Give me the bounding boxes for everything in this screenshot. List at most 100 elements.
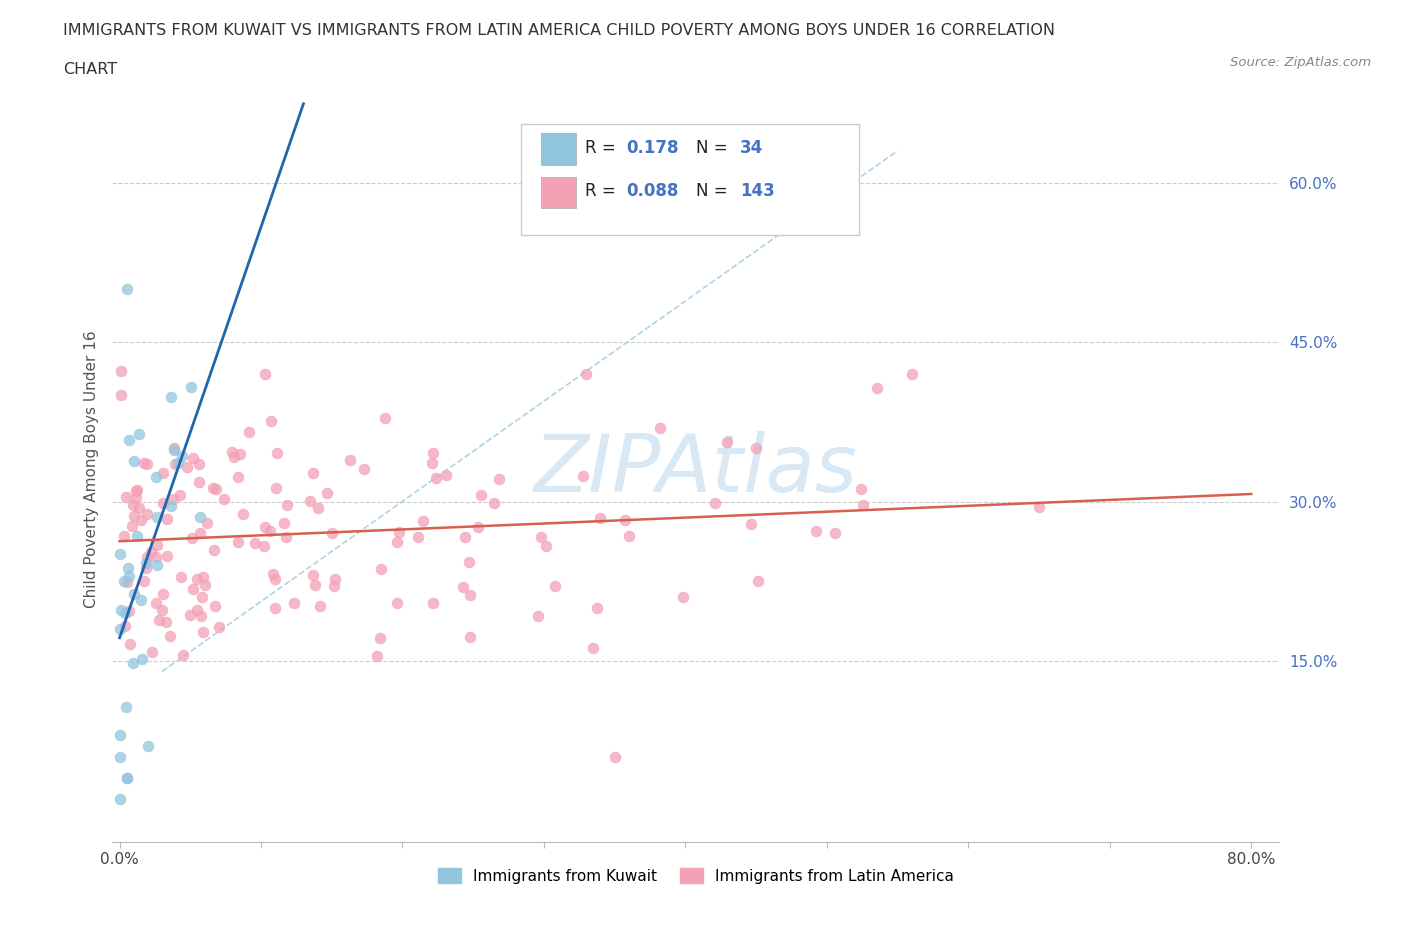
Point <box>212 492 235 507</box>
Point <box>824 525 846 540</box>
Point <box>180 379 202 394</box>
Point <box>122 656 145 671</box>
Point <box>370 562 392 577</box>
Text: ZIPAtlas: ZIPAtlas <box>534 431 858 509</box>
Point <box>152 465 174 480</box>
Point <box>254 520 277 535</box>
Point <box>191 624 214 639</box>
Point <box>470 487 492 502</box>
FancyBboxPatch shape <box>541 133 576 165</box>
Point <box>283 595 305 610</box>
Point <box>187 457 209 472</box>
Point <box>160 390 183 405</box>
Point <box>122 509 145 524</box>
Point <box>186 602 208 617</box>
Point <box>152 496 174 511</box>
Point <box>849 481 872 496</box>
Point <box>309 598 332 613</box>
Y-axis label: Child Poverty Among Boys Under 16: Child Poverty Among Boys Under 16 <box>83 331 98 608</box>
Point <box>458 555 481 570</box>
Point <box>226 535 249 550</box>
Point <box>135 550 157 565</box>
Point <box>368 631 391 645</box>
Point <box>159 628 181 643</box>
Point <box>160 498 183 513</box>
Point <box>110 603 132 618</box>
Point <box>617 528 640 543</box>
Point <box>181 581 204 596</box>
FancyBboxPatch shape <box>520 124 859 235</box>
Point <box>170 570 193 585</box>
Point <box>141 644 163 659</box>
Point <box>302 568 325 583</box>
Point <box>134 574 156 589</box>
Point <box>115 770 138 785</box>
Point <box>323 578 346 593</box>
Point <box>238 425 260 440</box>
Point <box>613 513 636 528</box>
Point <box>115 489 138 504</box>
Point <box>136 457 159 472</box>
Text: 0.088: 0.088 <box>626 182 678 200</box>
Point <box>536 538 558 553</box>
Point <box>155 615 177 630</box>
Point <box>527 609 550 624</box>
Point <box>115 282 138 297</box>
Point <box>276 498 298 512</box>
Point <box>263 572 285 587</box>
FancyBboxPatch shape <box>541 177 576 207</box>
Point <box>118 568 141 583</box>
Point <box>226 470 249 485</box>
Point <box>118 604 141 618</box>
Point <box>253 538 276 553</box>
Point <box>118 636 141 651</box>
Point <box>190 608 212 623</box>
Point <box>304 578 326 592</box>
Point <box>152 586 174 601</box>
Point <box>127 529 149 544</box>
Point <box>169 487 191 502</box>
Point <box>804 524 827 538</box>
Point <box>458 588 481 603</box>
Point <box>221 445 243 459</box>
Point <box>204 599 226 614</box>
Point <box>453 580 475 595</box>
Text: Source: ZipAtlas.com: Source: ZipAtlas.com <box>1230 56 1371 69</box>
Point <box>298 494 321 509</box>
Point <box>408 529 430 544</box>
Point <box>582 641 605 656</box>
Point <box>176 459 198 474</box>
Point <box>339 453 361 468</box>
Point <box>703 496 725 511</box>
Point <box>422 445 444 460</box>
Point <box>224 450 246 465</box>
Point <box>865 381 887 396</box>
Point <box>454 529 477 544</box>
Point <box>108 791 131 806</box>
Point <box>202 481 225 496</box>
Point <box>122 586 145 601</box>
Point <box>114 605 136 620</box>
Point <box>385 534 408 549</box>
Point <box>366 648 388 663</box>
Point <box>114 699 136 714</box>
Point <box>132 456 155 471</box>
Point <box>156 549 179 564</box>
Point <box>852 498 875 512</box>
Text: R =: R = <box>585 140 621 157</box>
Point <box>135 507 157 522</box>
Point <box>110 364 132 379</box>
Point <box>208 619 231 634</box>
Point <box>181 531 204 546</box>
Text: 0.178: 0.178 <box>626 140 679 157</box>
Point <box>124 453 146 468</box>
Point <box>315 485 337 500</box>
Point <box>145 470 167 485</box>
Point <box>482 495 505 510</box>
Point <box>150 603 173 618</box>
Point <box>155 512 177 526</box>
Point <box>115 770 138 785</box>
Point <box>259 524 281 538</box>
Point <box>145 509 167 524</box>
Point <box>900 366 922 381</box>
